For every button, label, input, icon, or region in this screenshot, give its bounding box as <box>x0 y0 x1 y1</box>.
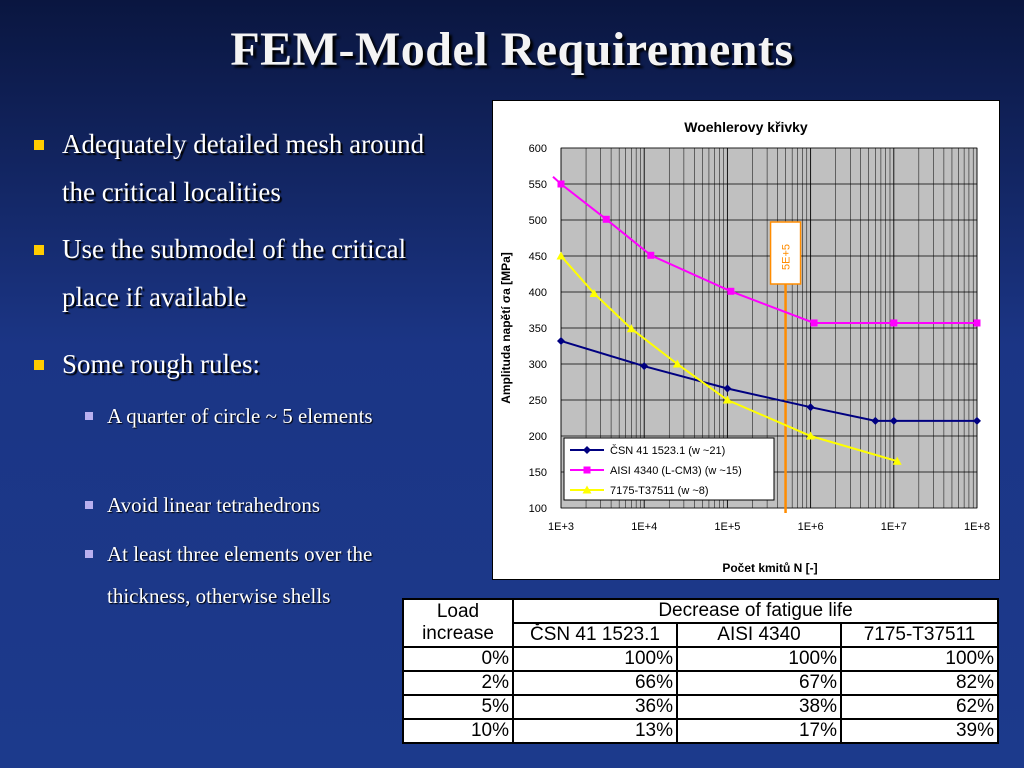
series-line <box>552 176 977 324</box>
x-tick-label: 1E+8 <box>964 521 990 533</box>
table-column-header: AISI 4340 <box>676 622 842 648</box>
sub-bullet-text: A quarter of circle ~ 5 elements <box>107 404 373 428</box>
data-point-diamond <box>871 416 880 425</box>
data-point-triangle <box>672 359 682 368</box>
table-cell-load: 2% <box>402 670 514 696</box>
data-point-square <box>647 251 655 259</box>
data-point-triangle <box>589 288 599 297</box>
table-cell: 62% <box>840 694 999 720</box>
table-cell-load: 10% <box>402 718 514 744</box>
data-point-diamond <box>889 416 898 425</box>
table-cell-load: 5% <box>402 694 514 720</box>
table-row: 2% 66% 67% 82% <box>402 670 999 696</box>
y-tick-label: 350 <box>529 323 547 335</box>
y-tick-label: 600 <box>529 143 547 155</box>
woehler-chart: Woehlerovy křivky Počet kmitů N [-] Ampl… <box>499 119 990 575</box>
table-column-header: ČSN 41 1523.1 <box>512 622 678 648</box>
data-point-diamond <box>973 416 981 425</box>
slide-title: FEM-Model Requirements <box>230 23 794 76</box>
square-bullet-icon <box>85 550 93 558</box>
bullet-item: Use the submodel of the critical place i… <box>30 225 442 321</box>
data-point-square <box>557 180 565 188</box>
y-tick-label: 100 <box>529 503 547 515</box>
legend-entry: ČSN 41 1523.1 (w ~21) <box>610 444 725 457</box>
square-bullet-icon <box>85 412 93 420</box>
data-point-triangle <box>582 485 592 494</box>
data-point-square <box>810 319 818 327</box>
fatigue-table: Load increase Decrease of fatigue life Č… <box>402 598 999 744</box>
bullet-text: Adequately detailed mesh around the crit… <box>62 129 425 207</box>
data-point-triangle <box>806 431 816 440</box>
bullet-text: Use the submodel of the critical place i… <box>62 234 407 312</box>
data-point-triangle <box>626 324 636 333</box>
bullet-item: Adequately detailed mesh around the crit… <box>30 120 442 216</box>
chart-container: Woehlerovy křivky Počet kmitů N [-] Ampl… <box>492 100 1000 580</box>
x-tick-label: 1E+3 <box>548 521 574 533</box>
bullet-text: Some rough rules: <box>62 349 260 379</box>
table-cell: 100% <box>676 646 842 672</box>
legend-entry: AISI 4340 (L-CM3) (w ~15) <box>610 465 742 477</box>
data-point-square <box>602 215 610 223</box>
table-cell-load: 0% <box>402 646 514 672</box>
table-cell: 38% <box>676 694 842 720</box>
table-row: 10% 13% 17% 39% <box>402 718 999 744</box>
sub-bullet-text: Avoid linear tetrahedrons <box>107 493 321 517</box>
table-cell: 13% <box>512 718 678 744</box>
data-point-square <box>727 287 735 295</box>
table-cell: 67% <box>676 670 842 696</box>
table-cell: 17% <box>676 718 842 744</box>
sub-bullet-item: Avoid linear tetrahedrons <box>85 484 407 526</box>
y-tick-label: 200 <box>529 431 547 443</box>
data-point-triangle <box>892 456 902 465</box>
table-cell: 66% <box>512 670 678 696</box>
y-tick-label: 300 <box>529 359 547 371</box>
table-cell: 82% <box>840 670 999 696</box>
sub-bullet-text: At least three elements over the thickne… <box>107 542 373 608</box>
data-point-triangle <box>556 251 566 260</box>
table-cell: 39% <box>840 718 999 744</box>
x-axis-label: Počet kmitů N [-] <box>722 561 817 575</box>
y-axis-label: Amplituda napětí σa [MPa] <box>499 252 513 404</box>
data-point-triangle <box>722 395 732 404</box>
table-row: 0% 100% 100% 100% <box>402 646 999 672</box>
y-tick-label: 550 <box>529 179 547 191</box>
marker-line-label-box <box>769 221 802 285</box>
square-bullet-icon <box>85 501 93 509</box>
data-point-diamond <box>557 336 565 345</box>
bullet-item: Some rough rules: <box>30 340 442 388</box>
legend-entry: 7175-T37511 (w ~8) <box>610 485 709 497</box>
data-point-diamond <box>583 446 591 454</box>
x-tick-label: 1E+4 <box>631 521 657 533</box>
data-point-diamond <box>640 362 649 371</box>
data-point-square <box>583 466 591 474</box>
table-row: 5% 36% 38% 62% <box>402 694 999 720</box>
square-bullet-icon <box>34 245 44 255</box>
data-point-square <box>973 319 981 327</box>
y-tick-label: 500 <box>529 215 547 227</box>
y-tick-label: 450 <box>529 251 547 263</box>
y-tick-label: 150 <box>529 467 547 479</box>
y-tick-label: 250 <box>529 395 547 407</box>
x-tick-label: 1E+7 <box>881 521 907 533</box>
square-bullet-icon <box>34 140 44 150</box>
x-tick-label: 1E+6 <box>798 521 824 533</box>
table-cell: 100% <box>840 646 999 672</box>
sub-bullet-item: A quarter of circle ~ 5 elements <box>85 395 407 437</box>
data-point-diamond <box>806 403 815 412</box>
data-point-diamond <box>723 384 732 393</box>
table-column-header: 7175-T37511 <box>840 622 999 648</box>
y-tick-label: 400 <box>529 287 547 299</box>
table-header-group: Decrease of fatigue life <box>512 598 999 624</box>
table-cell: 100% <box>512 646 678 672</box>
table-header-load: Load increase <box>402 598 514 648</box>
chart-title: Woehlerovy křivky <box>684 119 808 135</box>
marker-line-label: 5E+5 <box>781 244 793 270</box>
square-bullet-icon <box>34 360 44 370</box>
sub-bullet-item: At least three elements over the thickne… <box>85 533 407 617</box>
data-point-square <box>890 319 898 327</box>
table-cell: 36% <box>512 694 678 720</box>
x-tick-label: 1E+5 <box>714 521 740 533</box>
